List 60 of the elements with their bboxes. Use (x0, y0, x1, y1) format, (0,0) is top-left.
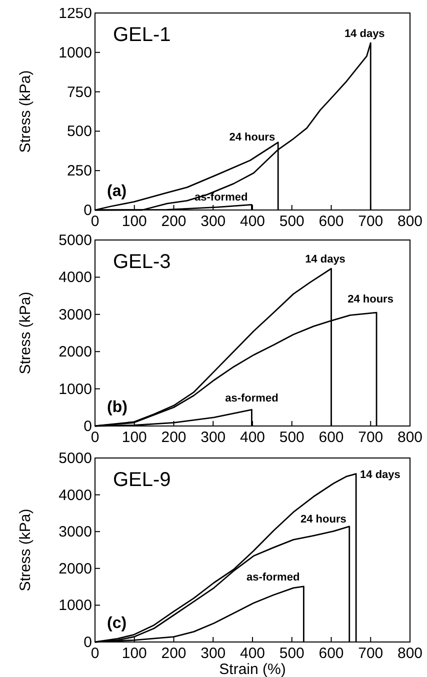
x-tick-label: 300 (200, 645, 226, 662)
x-tick-label: 400 (240, 429, 266, 446)
series-label: as-formed (225, 392, 278, 405)
x-tick-label: 100 (122, 429, 147, 446)
series-label: 14 days (344, 28, 385, 40)
series-label: as-formed (194, 192, 248, 204)
y-axis-title: Stress (kPa) (17, 508, 34, 592)
x-tick-label: 500 (279, 213, 304, 230)
y-tick-label: 750 (66, 84, 92, 101)
annotation: (c) (107, 615, 127, 632)
x-tick-label: 800 (397, 645, 423, 662)
x-tick-label: 500 (279, 429, 304, 446)
series-label: 14 days (360, 468, 400, 481)
x-axis-title: Strain (%) (219, 661, 286, 677)
x-tick-label: 600 (318, 213, 344, 230)
x-tick-label: 400 (240, 645, 266, 662)
x-tick-label: 200 (161, 429, 186, 446)
x-tick-label: 500 (279, 645, 304, 662)
text: GEL-9 (113, 469, 171, 491)
x-tick-label: 100 (122, 213, 147, 230)
y-tick-label: 5000 (58, 450, 92, 467)
y-axis-title: Stress (kPa) (17, 292, 34, 374)
annotation: (a) (107, 183, 127, 200)
x-tick-label: 300 (200, 213, 226, 230)
y-tick-label: 500 (66, 123, 92, 140)
series-label: 24 hours (300, 513, 346, 526)
annotation: (b) (107, 399, 128, 416)
x-tick-label: 700 (358, 213, 384, 230)
y-tick-label: 0 (84, 202, 92, 219)
x-tick-label: 200 (161, 213, 186, 230)
text: GEL-3 (113, 251, 171, 273)
y-tick-label: 3000 (58, 524, 92, 541)
series-label: 24 hours (229, 131, 276, 144)
x-tick-label: 700 (358, 645, 384, 662)
y-axis-title: Stress (kPa) (17, 70, 34, 153)
y-tick-label: 250 (66, 162, 92, 180)
text: GEL-1 (113, 24, 171, 46)
y-tick-label: 5000 (58, 232, 92, 249)
y-tick-label: 0 (84, 634, 92, 651)
y-tick-label: 4000 (58, 269, 92, 286)
y-tick-label: 1000 (58, 44, 92, 62)
series-label: 24 hours (348, 294, 394, 306)
x-tick-label: 700 (358, 429, 384, 446)
series-label: as-formed (246, 571, 300, 584)
y-tick-label: 2000 (58, 344, 92, 361)
x-tick-label: 400 (240, 213, 266, 230)
x-tick-label: 300 (200, 429, 226, 446)
y-tick-label: 2000 (58, 560, 92, 578)
x-tick-label: 600 (318, 429, 344, 446)
series-label: 14 days (305, 254, 346, 266)
y-tick-label: 3000 (58, 306, 92, 324)
y-tick-label: 1000 (58, 597, 92, 614)
x-tick-label: 200 (161, 645, 186, 662)
x-tick-label: 800 (397, 429, 423, 446)
y-tick-label: 0 (84, 418, 92, 435)
x-tick-label: 800 (397, 213, 423, 230)
x-tick-label: 600 (318, 645, 344, 662)
y-tick-label: 4000 (58, 486, 92, 504)
y-tick-label: 1000 (58, 380, 92, 398)
x-tick-label: 100 (122, 645, 147, 662)
